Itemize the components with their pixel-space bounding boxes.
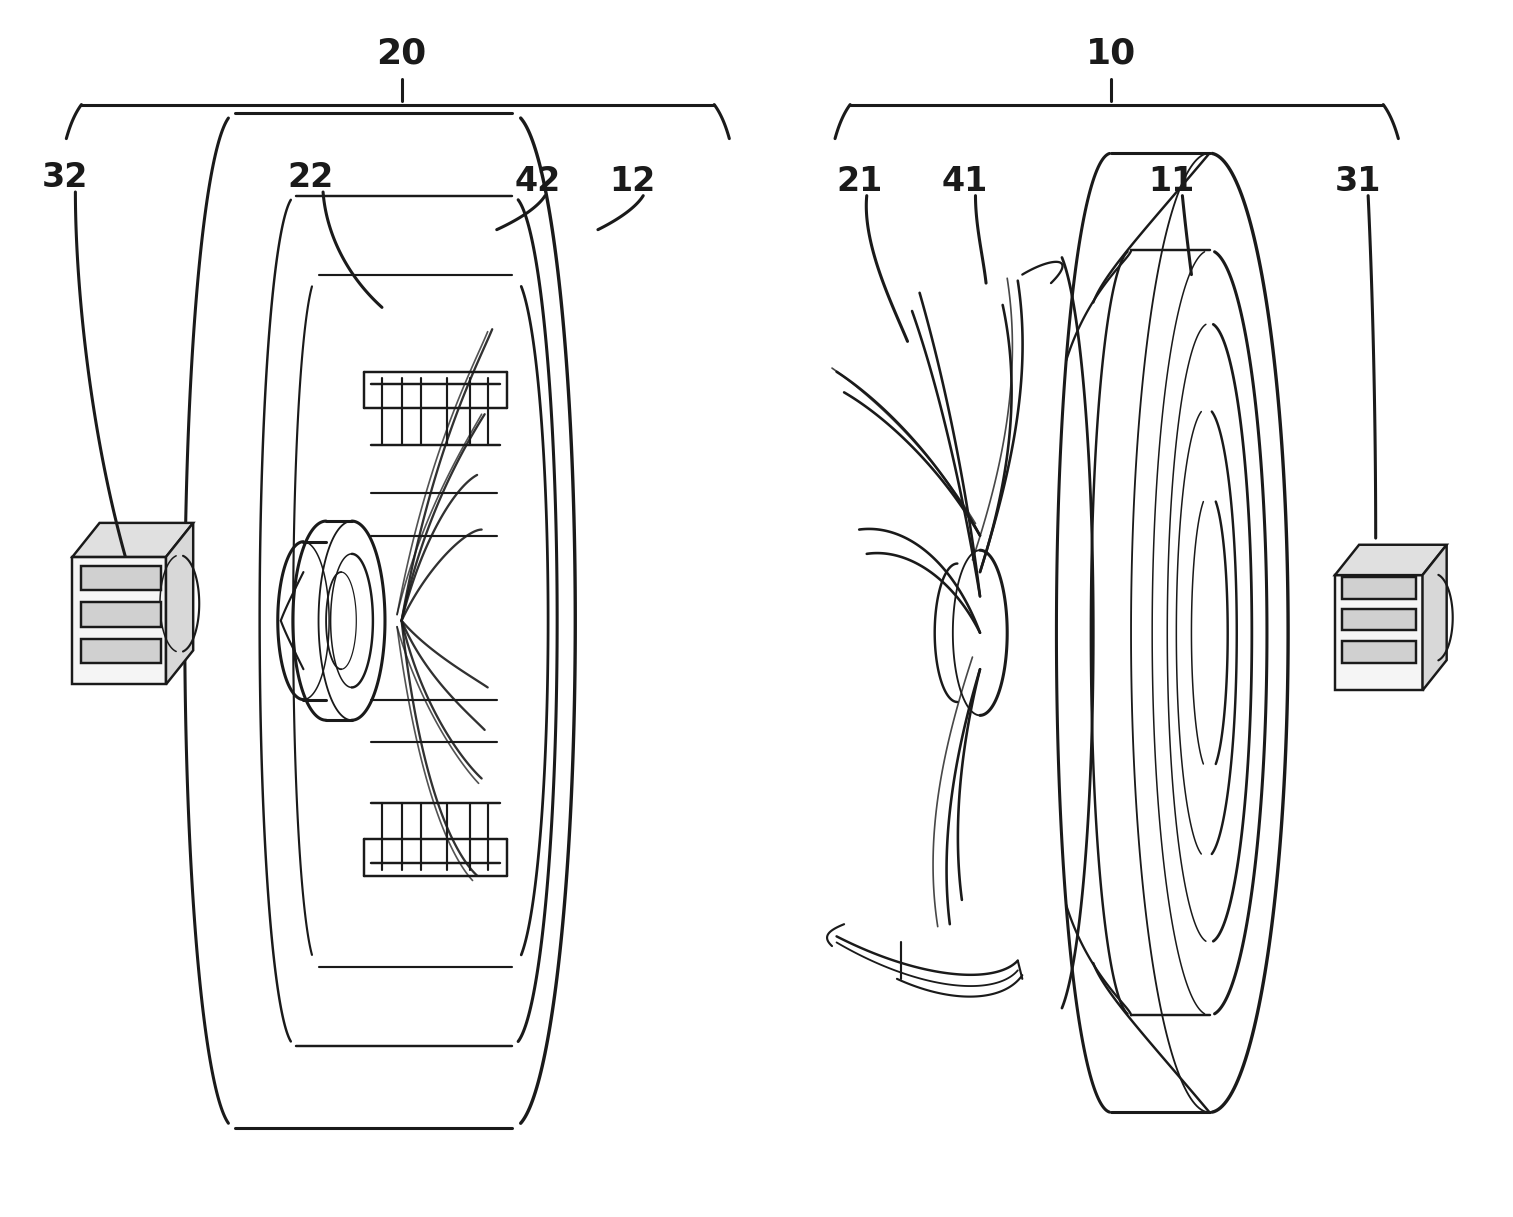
Text: 41: 41 — [941, 164, 988, 197]
Text: 20: 20 — [377, 37, 427, 71]
Polygon shape — [82, 566, 162, 590]
Text: 12: 12 — [610, 164, 655, 197]
Polygon shape — [73, 523, 194, 557]
Polygon shape — [1342, 577, 1416, 599]
Polygon shape — [1422, 545, 1446, 690]
Text: 31: 31 — [1334, 164, 1381, 197]
Text: 11: 11 — [1148, 164, 1195, 197]
Polygon shape — [1342, 608, 1416, 630]
Polygon shape — [82, 639, 162, 663]
Polygon shape — [1342, 641, 1416, 663]
Text: 22: 22 — [287, 161, 334, 194]
Text: 10: 10 — [1086, 37, 1136, 71]
Polygon shape — [1334, 576, 1422, 690]
Polygon shape — [166, 523, 194, 684]
Text: 21: 21 — [837, 164, 882, 197]
Polygon shape — [1334, 545, 1446, 576]
Text: 32: 32 — [42, 161, 88, 194]
Polygon shape — [82, 602, 162, 627]
Text: 42: 42 — [514, 164, 561, 197]
Polygon shape — [73, 557, 166, 684]
